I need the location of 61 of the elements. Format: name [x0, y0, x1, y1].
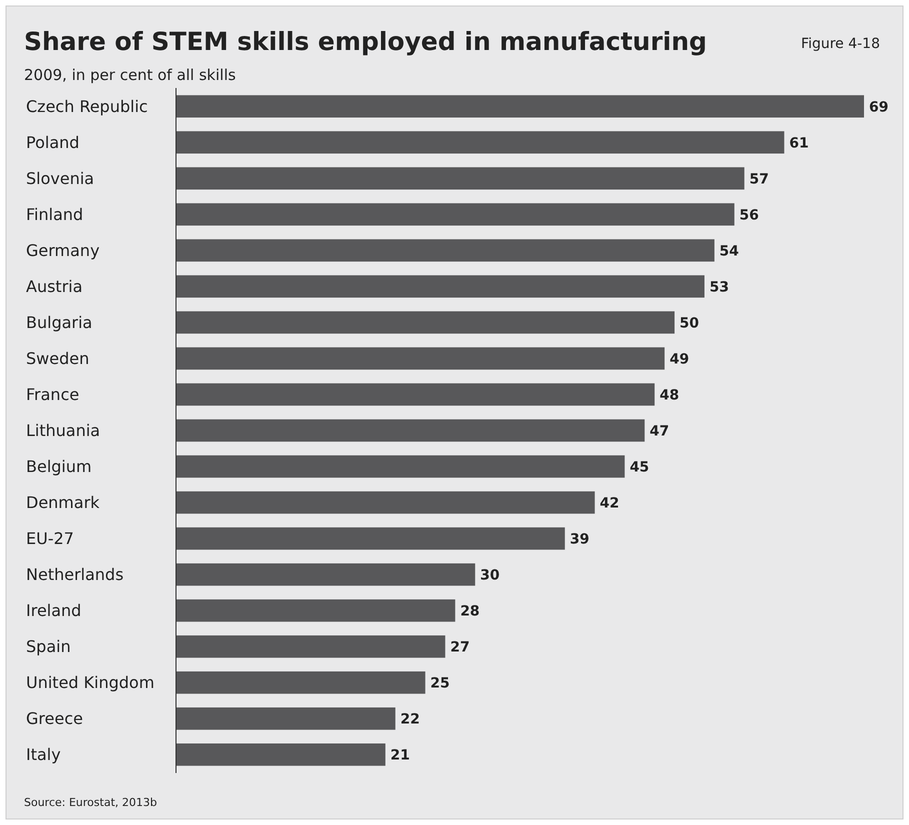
- bar: [176, 347, 665, 370]
- y-tick-label: Sweden: [26, 349, 90, 368]
- y-tick-label: Austria: [26, 277, 83, 296]
- y-tick-label: Bulgaria: [26, 313, 92, 332]
- bar: [176, 743, 386, 766]
- data-label: 47: [650, 423, 670, 440]
- y-tick-label: United Kingdom: [26, 673, 154, 692]
- bar: [176, 563, 476, 586]
- bar: [176, 491, 595, 514]
- y-tick-label: EU-27: [26, 529, 74, 548]
- data-label: 54: [719, 243, 740, 260]
- data-label: 69: [869, 99, 888, 116]
- data-label: 25: [430, 676, 450, 692]
- bar: [176, 275, 704, 298]
- bar: [176, 635, 446, 658]
- y-tick-label: Spain: [26, 637, 71, 656]
- bar: [176, 707, 396, 730]
- chart-subtitle: 2009, in per cent of all skills: [24, 66, 236, 84]
- bar: [176, 599, 456, 622]
- data-label: 22: [400, 712, 420, 728]
- data-label: 39: [570, 531, 590, 548]
- bar: [176, 419, 645, 442]
- y-tick-label: Germany: [26, 241, 100, 260]
- data-label: 48: [660, 387, 680, 404]
- y-tick-label: Greece: [26, 709, 83, 728]
- y-tick-label: Belgium: [26, 457, 92, 476]
- y-tick-label: Denmark: [26, 493, 100, 512]
- y-tick-label: Finland: [26, 205, 84, 224]
- bar: [176, 95, 864, 118]
- data-label: 28: [460, 603, 480, 620]
- y-tick-label: France: [26, 385, 80, 404]
- bar: [176, 527, 565, 550]
- bar: [176, 239, 714, 262]
- chart-title: Share of STEM skills employed in manufacturing: [24, 27, 707, 56]
- y-tick-label: Czech Republic: [26, 96, 148, 116]
- data-label: 57: [749, 171, 769, 188]
- source-note: Source: Eurostat, 2013b: [24, 796, 157, 809]
- data-label: 42: [600, 495, 620, 512]
- y-tick-label: Slovenia: [26, 168, 94, 188]
- data-label: 61: [789, 135, 809, 152]
- data-label: 27: [450, 639, 470, 656]
- bar: [176, 455, 625, 478]
- bar: [176, 311, 675, 334]
- bar: [176, 383, 655, 406]
- y-tick-label: Poland: [26, 132, 80, 152]
- data-label: 50: [680, 315, 700, 332]
- data-label: 56: [739, 207, 759, 224]
- y-tick-label: Lithuania: [26, 421, 100, 440]
- bar: [176, 167, 744, 190]
- data-label: 49: [670, 351, 690, 368]
- data-label: 53: [709, 279, 729, 296]
- y-tick-label: Italy: [26, 745, 61, 764]
- bar: [176, 671, 426, 694]
- bar: [176, 131, 784, 154]
- caption: Figure 4-18: [801, 36, 880, 52]
- data-label: 21: [390, 748, 410, 764]
- data-label: 45: [630, 459, 650, 476]
- bar: [176, 203, 734, 226]
- y-tick-label: Ireland: [26, 601, 82, 620]
- data-label: 30: [480, 567, 500, 584]
- y-tick-label: Netherlands: [26, 565, 124, 584]
